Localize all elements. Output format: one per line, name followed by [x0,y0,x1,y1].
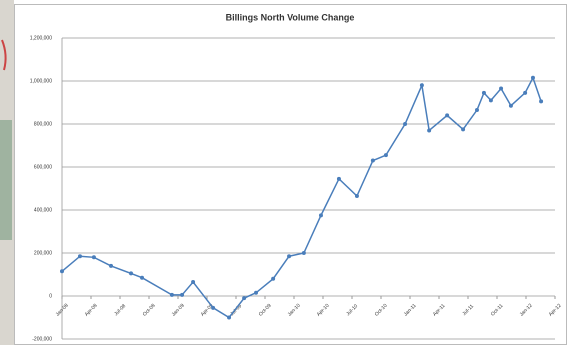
data-point [180,292,185,297]
data-point [318,213,323,218]
data-point [481,90,486,95]
data-point [287,254,292,259]
y-tick-label: -200,000 [32,336,52,342]
data-point [539,99,544,104]
data-point [445,113,450,118]
y-tick-label: 0 [49,293,52,299]
series-line [61,75,542,319]
data-point [77,254,82,259]
data-point [140,275,145,280]
background-image [0,120,12,240]
data-point [499,86,504,91]
chart-title: Billings North Volume Change [226,12,355,22]
data-point [508,103,513,108]
y-tick-label: 200,000 [34,250,52,256]
data-point [336,176,341,181]
y-tick-label: 1,200,000 [30,35,52,41]
data-point [419,83,424,88]
data-point [91,255,96,260]
data-point [109,263,114,268]
data-point [383,153,388,158]
y-tick-label: 800,000 [34,121,52,127]
data-point [461,127,466,132]
data-point [488,98,493,103]
data-point [301,251,306,255]
data-point [530,75,535,80]
data-point [129,271,134,276]
data-point [474,108,479,113]
data-point [403,122,408,126]
background-decoration [1,39,7,71]
data-point [354,194,359,199]
y-tick-label: 600,000 [34,164,52,170]
y-tick-label: 1,000,000 [30,78,52,84]
data-point [254,290,259,295]
data-point [227,315,232,320]
data-point [169,292,174,297]
data-point [370,158,375,163]
data-point [211,305,216,310]
data-point [523,90,528,95]
data-point [271,276,276,281]
y-tick-label: 400,000 [34,207,52,213]
data-point [60,269,64,274]
chart-frame [14,4,567,345]
data-point [242,296,247,301]
data-point [427,128,432,133]
data-point [191,280,196,285]
